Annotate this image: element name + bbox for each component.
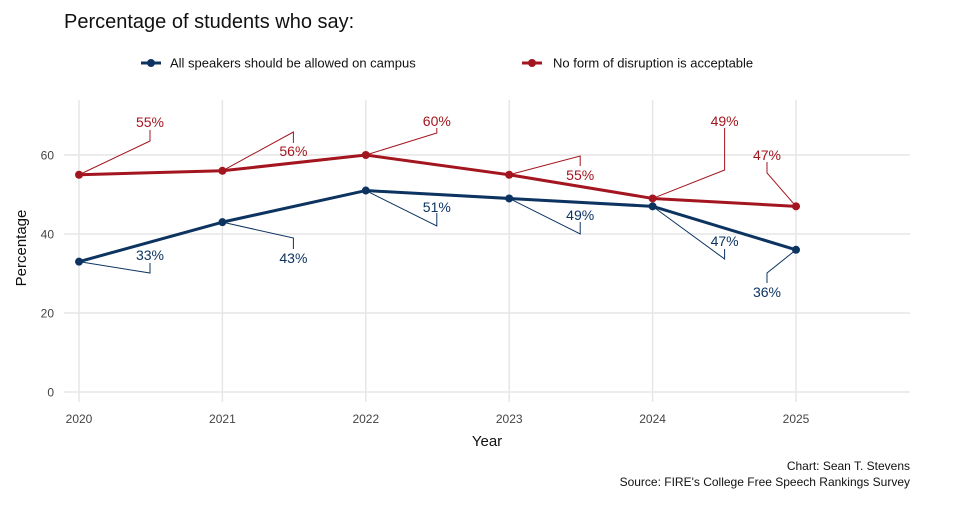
legend-item-speakers: All speakers should be allowed on campus xyxy=(141,56,416,71)
label-leader-line xyxy=(508,198,581,235)
data-label: 49% xyxy=(566,207,594,223)
series-line xyxy=(78,153,797,208)
x-axis-ticks: 2020 2021 2022 2023 2024 2025 xyxy=(66,412,810,426)
data-label: 47% xyxy=(711,233,739,249)
y-tick-label: 20 xyxy=(41,307,55,321)
caption-source: Source: FIRE's College Free Speech Ranki… xyxy=(620,475,910,489)
label-leader-line xyxy=(652,128,726,199)
gridlines xyxy=(64,100,910,402)
y-axis-ticks: 0 20 40 60 xyxy=(41,149,55,400)
x-tick-label: 2025 xyxy=(783,412,810,426)
label-leader-line xyxy=(766,162,797,207)
label-leader-line xyxy=(365,190,438,227)
data-label: 55% xyxy=(136,114,164,130)
x-tick-label: 2021 xyxy=(209,412,236,426)
label-leader-line xyxy=(766,249,797,283)
data-label: 36% xyxy=(753,284,781,300)
x-tick-label: 2024 xyxy=(639,412,666,426)
legend: All speakers should be allowed on campus… xyxy=(141,56,753,71)
x-axis-label: Year xyxy=(472,433,502,450)
legend-label-disruption: No form of disruption is acceptable xyxy=(553,56,753,71)
label-leader-line xyxy=(78,130,151,176)
data-labels: 33% 43% 51% 49% 47% 36% 55% 56% 60% 55% 49% 47% xyxy=(78,113,797,300)
data-label: 43% xyxy=(279,250,307,266)
x-tick-label: 2020 xyxy=(66,412,93,426)
data-label: 51% xyxy=(423,199,451,215)
legend-label-speakers: All speakers should be allowed on campus xyxy=(170,56,416,71)
series xyxy=(75,151,800,266)
data-label: 47% xyxy=(753,147,781,163)
data-label: 33% xyxy=(136,247,164,263)
data-label: 56% xyxy=(279,143,307,159)
label-leader-line xyxy=(652,205,726,260)
series-line xyxy=(78,189,797,264)
x-tick-label: 2022 xyxy=(352,412,379,426)
y-tick-label: 40 xyxy=(41,228,55,242)
label-leader-line xyxy=(222,221,294,249)
data-label: 49% xyxy=(711,113,739,129)
caption-chart-credit: Chart: Sean T. Stevens xyxy=(787,459,910,473)
label-leader-line xyxy=(222,131,294,172)
legend-item-disruption: No form of disruption is acceptable xyxy=(522,56,753,71)
x-tick-label: 2023 xyxy=(496,412,523,426)
y-tick-label: 0 xyxy=(47,386,54,400)
data-label: 55% xyxy=(566,167,594,183)
label-leader-line xyxy=(509,155,581,176)
label-leader-line xyxy=(78,261,151,274)
y-tick-label: 60 xyxy=(41,149,55,163)
y-axis-label: Percentage xyxy=(13,210,30,287)
chart-title: Percentage of students who say: xyxy=(64,11,354,33)
data-label: 60% xyxy=(423,113,451,129)
label-leader-line xyxy=(365,128,438,156)
